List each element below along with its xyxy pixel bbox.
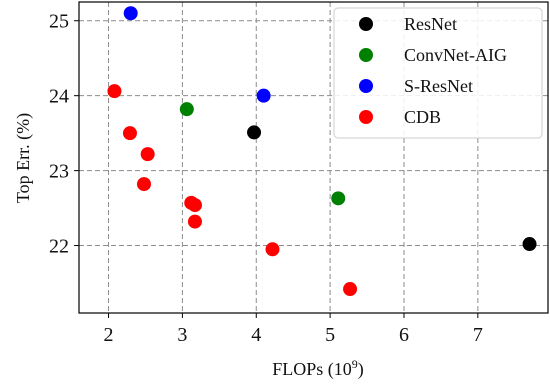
legend-box	[333, 7, 543, 139]
x-tick-label: 5	[325, 324, 335, 346]
point-s-resnet	[123, 6, 138, 21]
legend-label-cdb: CDB	[404, 107, 441, 127]
legend-label-convnet-aig: ConvNet-AIG	[404, 45, 507, 65]
point-resnet	[522, 237, 537, 252]
point-cdb	[107, 84, 122, 99]
point-cdb	[122, 126, 137, 141]
legend-marker-s-resnet	[359, 79, 373, 93]
x-axis-title-suffix: )	[358, 359, 364, 380]
legend: ResNet ConvNet-AIG S-ResNet CDB	[333, 7, 543, 139]
x-axis-title: FLOPs (109)	[272, 357, 364, 380]
x-tick-label: 4	[251, 324, 261, 346]
x-tick-label: 2	[104, 324, 114, 346]
plot-frame	[78, 1, 549, 314]
x-tick-label: 3	[177, 324, 187, 346]
x-tick-label: 6	[399, 324, 409, 346]
point-cdb	[187, 198, 202, 213]
y-axis-title: Top Err. (%)	[13, 113, 34, 203]
x-tick-label: 7	[473, 324, 483, 346]
point-s-resnet	[256, 88, 271, 103]
x-axis-title-exponent: 9	[352, 357, 358, 371]
point-cdb	[140, 147, 155, 162]
point-cdb	[343, 282, 358, 297]
y-tick-label: 23	[49, 161, 69, 183]
legend-marker-cdb	[359, 110, 373, 124]
legend-marker-convnet-aig	[359, 48, 373, 62]
point-cdb	[136, 177, 151, 192]
data-points	[107, 6, 537, 297]
y-tick-label: 24	[49, 86, 69, 108]
point-resnet	[247, 125, 262, 140]
point-convnet-aig	[179, 102, 194, 117]
y-tick-label: 25	[49, 11, 69, 33]
point-convnet-aig	[331, 191, 346, 206]
y-tick-label: 22	[49, 236, 69, 258]
legend-marker-resnet	[359, 17, 373, 31]
point-cdb	[187, 214, 202, 229]
legend-label-resnet: ResNet	[404, 14, 457, 34]
point-cdb	[265, 242, 280, 257]
legend-label-s-resnet: S-ResNet	[404, 76, 473, 96]
